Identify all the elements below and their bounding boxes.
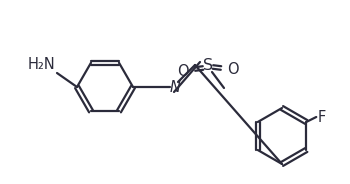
Text: H₂N: H₂N (27, 57, 55, 72)
Text: O: O (227, 63, 239, 77)
Text: S: S (203, 59, 213, 73)
Text: N: N (169, 79, 181, 95)
Text: F: F (317, 109, 326, 125)
Text: O: O (177, 65, 189, 79)
